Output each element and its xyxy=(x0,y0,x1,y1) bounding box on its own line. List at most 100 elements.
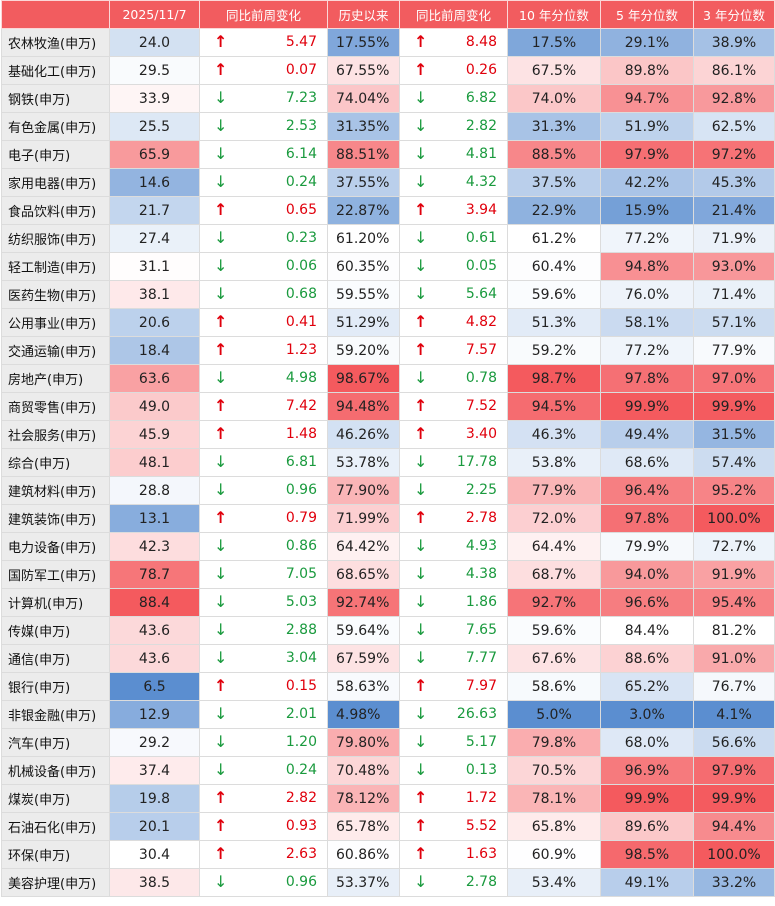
percentile-5y: 49.4% xyxy=(600,420,694,449)
arrow-up-icon: ↑ xyxy=(214,508,228,527)
percentile-10y: 64.4% xyxy=(507,532,601,561)
wow-change-value-cell-value: 1.48 xyxy=(285,426,317,442)
percentile-3y: 71.4% xyxy=(693,280,775,309)
percentile-5y: 84.4% xyxy=(600,616,694,645)
industry-name: 传媒(申万) xyxy=(1,616,110,645)
wow-change-value-cell-value: 7.05 xyxy=(285,566,317,582)
arrow-down-icon: ↓ xyxy=(214,564,228,583)
percentile-3y: 31.5% xyxy=(693,420,775,449)
wow-change-value-cell-value: 0.79 xyxy=(285,510,317,526)
arrow-up-icon: ↑ xyxy=(414,424,428,443)
arrow-down-icon: ↓ xyxy=(214,256,228,275)
industry-name: 轻工制造(申万) xyxy=(1,252,110,281)
table-row: 轻工制造(申万) 31.1 ↓ 0.06 60.35% ↓ 0.05 60.4% 94.8% 93… xyxy=(1,252,775,281)
wow-change-value-cell: ↑ 2.63 xyxy=(199,840,328,869)
wow-change-value-cell-value: 5.03 xyxy=(285,594,317,610)
wow-change-percentile-cell: ↓ 0.61 xyxy=(399,224,508,253)
pe-value: 49.0 xyxy=(109,392,200,421)
arrow-up-icon: ↑ xyxy=(214,676,228,695)
wow-change-value-cell-value: 2.01 xyxy=(285,706,317,722)
pe-value: 38.1 xyxy=(109,280,200,309)
arrow-down-icon: ↓ xyxy=(414,760,428,779)
pe-value: 38.5 xyxy=(109,868,200,897)
wow-change-percentile-cell: ↑ 7.97 xyxy=(399,672,508,701)
wow-change-percentile-cell-value: 4.32 xyxy=(465,174,497,190)
pe-value: 20.6 xyxy=(109,308,200,337)
arrow-down-icon: ↓ xyxy=(414,284,428,303)
percentile-3y: 56.6% xyxy=(693,728,775,757)
wow-change-percentile-cell: ↓ 5.64 xyxy=(399,280,508,309)
percentile-10y: 67.5% xyxy=(507,56,601,85)
arrow-up-icon: ↑ xyxy=(414,788,428,807)
wow-change-value-cell: ↓ 5.03 xyxy=(199,588,328,617)
wow-change-percentile-cell-value: 1.86 xyxy=(465,594,497,610)
percentile-3y: 92.8% xyxy=(693,84,775,113)
percentile-10y: 59.6% xyxy=(507,616,601,645)
percentile-5y: 88.6% xyxy=(600,644,694,673)
percentile-3y: 95.2% xyxy=(693,476,775,505)
wow-change-value-cell: ↓ 6.81 xyxy=(199,448,328,477)
wow-change-percentile-cell-value: 2.78 xyxy=(465,510,497,526)
arrow-down-icon: ↓ xyxy=(214,172,228,191)
percentile-3y: 4.1% xyxy=(693,700,775,729)
percentile-5y: 76.0% xyxy=(600,280,694,309)
industry-name: 煤炭(申万) xyxy=(1,784,110,813)
wow-change-value-cell: ↓ 0.68 xyxy=(199,280,328,309)
wow-change-percentile-cell: ↓ 5.17 xyxy=(399,728,508,757)
header-3y-percentile: 3 年分位数 xyxy=(693,0,775,29)
wow-change-value-cell: ↑ 0.41 xyxy=(199,308,328,337)
percentile-5y: 42.2% xyxy=(600,168,694,197)
wow-change-value-cell: ↑ 0.07 xyxy=(199,56,328,85)
wow-change-value-cell: ↑ 1.48 xyxy=(199,420,328,449)
table-row: 家用电器(申万) 14.6 ↓ 0.24 37.55% ↓ 4.32 37.5% 42.2% 45… xyxy=(1,168,775,197)
wow-change-value-cell: ↑ 5.47 xyxy=(199,28,328,57)
industry-name: 钢铁(申万) xyxy=(1,84,110,113)
percentile-10y: 46.3% xyxy=(507,420,601,449)
wow-change-value-cell: ↑ 1.23 xyxy=(199,336,328,365)
historical-percentile: 71.99% xyxy=(327,504,400,533)
arrow-up-icon: ↑ xyxy=(414,844,428,863)
wow-change-percentile-cell-value: 2.82 xyxy=(465,118,497,134)
pe-value: 28.8 xyxy=(109,476,200,505)
industry-name: 电子(申万) xyxy=(1,140,110,169)
wow-change-value-cell-value: 0.24 xyxy=(285,762,317,778)
arrow-down-icon: ↓ xyxy=(414,704,428,723)
arrow-down-icon: ↓ xyxy=(414,592,428,611)
wow-change-percentile-cell: ↓ 7.65 xyxy=(399,616,508,645)
wow-change-value-cell-value: 0.96 xyxy=(285,482,317,498)
arrow-down-icon: ↓ xyxy=(414,620,428,639)
industry-name: 商贸零售(申万) xyxy=(1,392,110,421)
arrow-up-icon: ↑ xyxy=(414,340,428,359)
percentile-3y: 45.3% xyxy=(693,168,775,197)
arrow-down-icon: ↓ xyxy=(414,256,428,275)
wow-change-percentile-cell-value: 2.78 xyxy=(465,874,497,890)
historical-percentile: 60.86% xyxy=(327,840,400,869)
pe-value: 63.6 xyxy=(109,364,200,393)
wow-change-value-cell: ↑ 0.65 xyxy=(199,196,328,225)
percentile-5y: 96.9% xyxy=(600,756,694,785)
percentile-10y: 79.8% xyxy=(507,728,601,757)
table-row: 农林牧渔(申万) 24.0 ↑ 5.47 17.55% ↑ 8.48 17.5% 29.1% 38… xyxy=(1,28,775,57)
wow-change-value-cell-value: 0.68 xyxy=(285,286,317,302)
percentile-5y: 97.8% xyxy=(600,364,694,393)
wow-change-percentile-cell-value: 5.52 xyxy=(465,818,497,834)
table-row: 钢铁(申万) 33.9 ↓ 7.23 74.04% ↓ 6.82 74.0% 94.7% 92.8… xyxy=(1,84,775,113)
percentile-10y: 60.9% xyxy=(507,840,601,869)
wow-change-value-cell-value: 0.86 xyxy=(285,538,317,554)
industry-name: 基础化工(申万) xyxy=(1,56,110,85)
percentile-3y: 100.0% xyxy=(693,504,775,533)
historical-percentile: 17.55% xyxy=(327,28,400,57)
historical-percentile: 88.51% xyxy=(327,140,400,169)
table-row: 国防军工(申万) 78.7 ↓ 7.05 68.65% ↓ 4.38 68.7% 94.0% 91… xyxy=(1,560,775,589)
industry-name: 银行(申万) xyxy=(1,672,110,701)
wow-change-value-cell-value: 5.47 xyxy=(285,34,317,50)
percentile-10y: 51.3% xyxy=(507,308,601,337)
wow-change-percentile-cell: ↓ 0.78 xyxy=(399,364,508,393)
percentile-5y: 96.6% xyxy=(600,588,694,617)
pe-value: 31.1 xyxy=(109,252,200,281)
pe-value: 18.4 xyxy=(109,336,200,365)
industry-name: 国防军工(申万) xyxy=(1,560,110,589)
pe-value: 33.9 xyxy=(109,84,200,113)
wow-change-percentile-cell: ↑ 2.78 xyxy=(399,504,508,533)
wow-change-percentile-cell: ↑ 1.72 xyxy=(399,784,508,813)
